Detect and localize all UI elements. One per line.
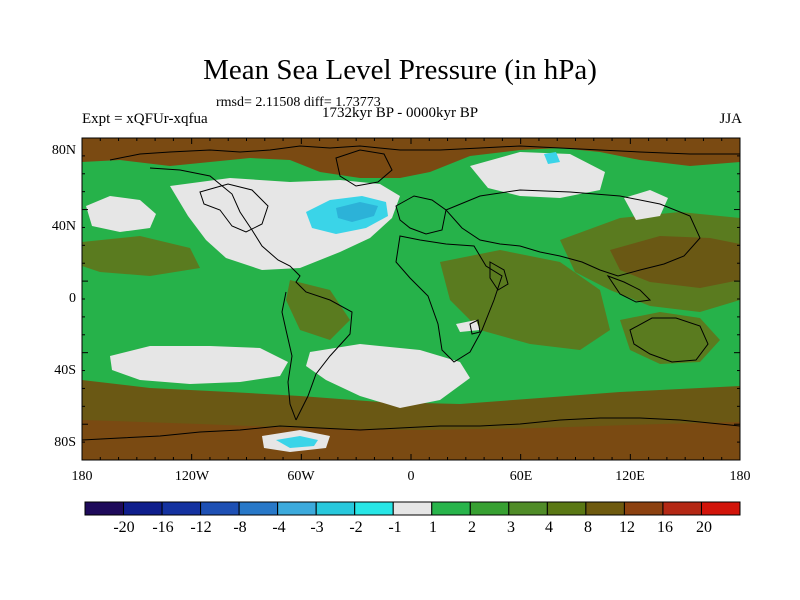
field-indian-neutral	[456, 320, 480, 332]
colorbar-swatch	[623, 501, 664, 516]
y-tick-label: 40N	[52, 219, 76, 234]
x-tick-label: 120W	[175, 469, 210, 484]
axis-ticks	[81, 137, 741, 461]
field-siberia-neutral	[470, 152, 605, 198]
colorbar-swatch	[700, 501, 741, 516]
x-tick-label: 60W	[287, 469, 315, 484]
field-arctic-high	[82, 138, 740, 178]
y-tick-label: 0	[69, 291, 76, 306]
colorbar-label: 3	[507, 519, 515, 536]
colorbar-label: -12	[190, 519, 211, 536]
colorbar-swatch	[277, 501, 317, 516]
y-tick-label: 80S	[54, 435, 76, 450]
y-tick-label: 40S	[54, 363, 76, 378]
field-samerica-high	[286, 280, 350, 340]
colorbar-label: -20	[113, 519, 134, 536]
x-tick-label: 120E	[615, 469, 645, 484]
colorbar-swatch	[161, 501, 202, 516]
colorbar-swatch	[315, 501, 356, 516]
colorbar-swatch	[392, 501, 433, 516]
colorbar-swatch	[546, 501, 587, 516]
map-title: Mean Sea Level Pressure (in hPa)	[203, 54, 597, 86]
field-n-atlantic-low-strong	[336, 202, 378, 222]
field-s-pacific-neutral	[110, 346, 288, 384]
y-axis-labels: 80N 40N 0 40S 80S	[52, 143, 76, 450]
field-antarctic-higher	[82, 420, 740, 460]
field-antarctic-low	[276, 436, 318, 448]
colorbar-label: -4	[272, 519, 285, 536]
x-tick-label: 180	[730, 469, 751, 484]
x-axis-labels: 180 120W 60W 0 60E 120E 180	[72, 469, 751, 484]
colorbar-label: 8	[584, 519, 592, 536]
field-africa-high	[440, 250, 610, 350]
x-tick-label: 180	[72, 469, 93, 484]
colorbar-swatch	[662, 501, 702, 516]
colorbar-labels: -20 -16 -12 -8 -4 -3 -2 -1 1 2 3 4 8 12 …	[113, 519, 712, 536]
colorbar-swatch	[431, 501, 471, 516]
colorbar-label: 4	[545, 519, 553, 536]
field-s-atlantic-neutral	[306, 344, 470, 408]
colorbar-label: -1	[388, 519, 401, 536]
colorbar-label: 16	[657, 519, 673, 536]
colorbar-label: 20	[696, 519, 712, 536]
field-arctic-low	[544, 152, 560, 164]
period-label: 1732kyr BP - 0000kyr BP	[322, 105, 479, 121]
colorbar-label: -16	[152, 519, 173, 536]
y-tick-label: 80N	[52, 143, 76, 158]
season-label: JJA	[719, 111, 742, 127]
colorbar-swatch	[585, 501, 625, 516]
x-tick-label: 0	[408, 469, 415, 484]
field-pacific-high	[82, 236, 200, 276]
colorbar-label: -3	[310, 519, 323, 536]
field-n-pacific-neutral	[86, 196, 156, 232]
colorbar-label: 2	[468, 519, 476, 536]
colorbar-swatch	[469, 501, 510, 516]
stats-label: rmsd= 2.11508 diff= 1.73773	[216, 95, 381, 110]
colorbar	[84, 501, 741, 516]
field-asia-higher	[610, 236, 740, 288]
colorbar-swatch	[508, 501, 548, 516]
colorbar-label: -8	[233, 519, 246, 536]
colorbar-label: 12	[619, 519, 635, 536]
colorbar-label: 1	[429, 519, 437, 536]
experiment-label: Expt = xQFUr-xqfua	[82, 111, 208, 127]
colorbar-swatch	[84, 501, 125, 516]
map-field	[82, 138, 740, 460]
colorbar-swatch	[354, 501, 394, 516]
colorbar-swatch	[123, 501, 163, 516]
x-tick-label: 60E	[510, 469, 533, 484]
colorbar-swatch	[238, 501, 279, 516]
coastlines	[82, 145, 740, 441]
field-asia-neutral	[624, 190, 668, 220]
colorbar-swatch	[200, 501, 240, 516]
colorbar-label: -2	[349, 519, 362, 536]
